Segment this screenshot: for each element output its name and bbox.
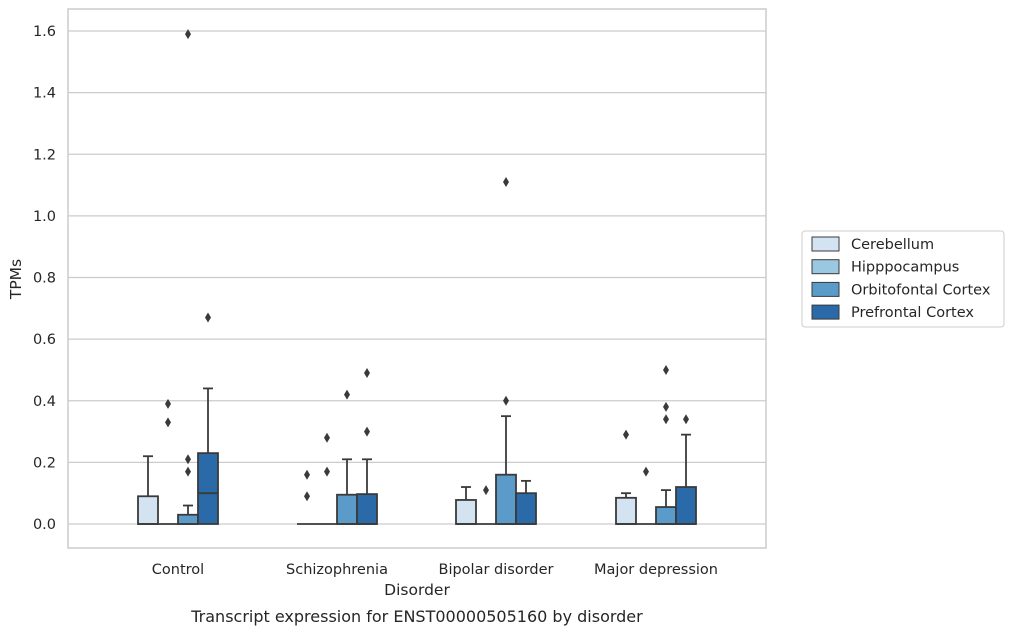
box: [177, 513, 199, 525]
box-group: [495, 176, 517, 525]
box-group: [515, 479, 537, 525]
x-tick-label: Control: [152, 562, 204, 578]
legend-frame: [801, 230, 1005, 328]
outlier-point: [304, 469, 310, 480]
y-tick-label: 0.2: [33, 455, 56, 471]
y-tick-labels: 0.0 0.2 0.4 0.6 0.8 1.0 1.2 1.4 1.6: [33, 24, 56, 533]
outlier-point: [344, 389, 350, 400]
x-tick-label: Bipolar disorder: [439, 562, 554, 578]
box: [356, 493, 378, 525]
box: [675, 486, 697, 525]
gridlines: [68, 30, 766, 525]
box-group: [177, 29, 199, 525]
outlier-point: [185, 454, 191, 465]
box: [137, 495, 159, 525]
plot-area-frame: [67, 8, 767, 549]
legend-swatch: [811, 281, 840, 297]
outlier-point: [623, 429, 629, 440]
box: [495, 473, 517, 525]
y-tick-label: 0.8: [33, 271, 56, 287]
legend-label: Cerebellum: [851, 237, 934, 253]
outlier-point: [165, 417, 171, 428]
y-tick-label: 1.6: [33, 24, 56, 40]
box-group: [455, 486, 477, 525]
box-group: [297, 469, 317, 525]
outlier-point: [503, 176, 509, 187]
box-group: [336, 389, 358, 525]
outlier-point: [364, 426, 370, 437]
outlier-point: [643, 466, 649, 477]
legend-label: Orbitofontal Cortex: [851, 282, 991, 298]
box-group: [636, 466, 656, 525]
outlier-point: [185, 29, 191, 40]
outlier-point: [185, 466, 191, 477]
y-tick-label: 1.4: [33, 86, 56, 102]
outlier-point: [324, 432, 330, 443]
x-tick-labels: Control Schizophrenia Bipolar disorder Majo…: [152, 562, 718, 578]
box: [515, 492, 537, 525]
box-group: [476, 485, 496, 525]
box: [197, 452, 219, 525]
box-group: [356, 368, 378, 525]
legend-label: Prefrontal Cortex: [851, 305, 974, 321]
outlier-point: [364, 368, 370, 379]
legend-swatch: [811, 259, 840, 275]
box-group: [197, 312, 219, 525]
box: [655, 506, 677, 525]
box-group: [675, 414, 697, 525]
box-group: [615, 429, 637, 525]
legend-swatch: [811, 304, 840, 320]
y-tick-label: 0.4: [33, 394, 56, 410]
outlier-point: [165, 398, 171, 409]
legend-label: Hipppocampus: [851, 260, 959, 276]
y-axis-label: TPMs: [7, 259, 25, 300]
y-tick-label: 0.6: [33, 332, 56, 348]
outlier-point: [683, 414, 689, 425]
box-group: [317, 432, 337, 525]
outlier-point: [324, 466, 330, 477]
x-axis-label: Disorder: [384, 581, 450, 599]
y-tick-label: 1.2: [33, 147, 56, 163]
x-tick-label: Schizophrenia: [286, 562, 388, 578]
outlier-point: [483, 485, 489, 496]
outlier-point: [663, 414, 669, 425]
box-group: [158, 398, 178, 525]
box-group: [655, 364, 677, 525]
outlier-point: [663, 364, 669, 375]
y-tick-label: 0.0: [33, 517, 56, 533]
y-tick-label: 1.0: [33, 209, 56, 225]
box: [336, 493, 358, 525]
box-group: [137, 455, 159, 525]
legend: Cerebellum Hipppocampus Orbitofontal Corte…: [801, 230, 1005, 328]
outlier-point: [304, 491, 310, 502]
box: [615, 496, 637, 525]
chart-caption: Transcript expression for ENST0000050516…: [190, 607, 643, 626]
outlier-point: [205, 312, 211, 323]
box: [455, 499, 477, 525]
x-tick-label: Major depression: [594, 562, 718, 578]
boxes: [137, 29, 697, 525]
outlier-point: [663, 401, 669, 412]
legend-swatch: [811, 236, 840, 252]
outlier-point: [503, 395, 509, 406]
